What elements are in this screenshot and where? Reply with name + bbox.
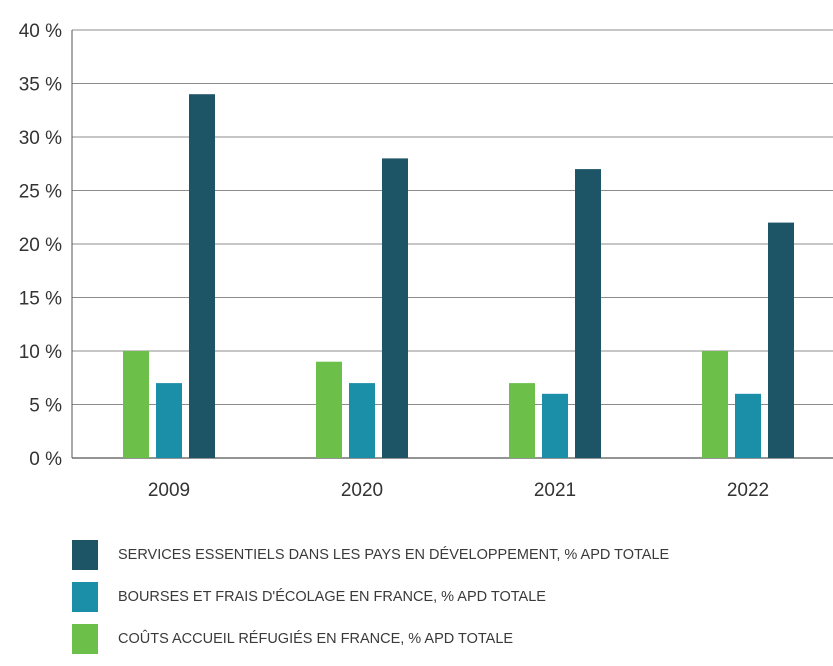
legend-label: SERVICES ESSENTIELS DANS LES PAYS EN DÉV… <box>118 547 670 563</box>
y-tick-label: 20 % <box>19 235 62 256</box>
x-tick-label: 2009 <box>148 480 190 501</box>
legend-item-bourses: BOURSES ET FRAIS D'ÉCOLAGE EN FRANCE, % … <box>72 582 669 612</box>
x-tick-label: 2021 <box>534 480 576 501</box>
legend-swatch <box>72 624 98 654</box>
legend-label: COÛTS ACCUEIL RÉFUGIÉS EN FRANCE, % APD … <box>118 631 514 647</box>
y-tick-label: 10 % <box>19 342 62 363</box>
bar <box>542 393 568 458</box>
bar <box>123 351 149 458</box>
bar <box>735 393 761 458</box>
bar <box>768 222 794 458</box>
y-tick-label: 30 % <box>19 128 62 149</box>
bar <box>189 94 215 458</box>
x-tick-label: 2022 <box>727 480 769 501</box>
y-tick-label: 0 % <box>29 449 62 470</box>
x-axis-tick-labels: 2009 2020 2021 2022 <box>148 480 769 501</box>
y-tick-label: 15 % <box>19 289 62 310</box>
legend-swatch <box>72 540 98 570</box>
bars <box>123 94 794 458</box>
legend-swatch <box>72 582 98 612</box>
x-tick-label: 2020 <box>341 480 383 501</box>
bar <box>575 169 601 458</box>
legend-label: BOURSES ET FRAIS D'ÉCOLAGE EN FRANCE, % … <box>118 589 546 605</box>
y-axis-tick-labels: 0 % 5 % 10 % 15 % 20 % 25 % 30 % 35 % 40 % <box>19 21 62 470</box>
bar <box>509 383 535 458</box>
y-tick-label: 5 % <box>29 396 62 417</box>
bar <box>702 351 728 458</box>
legend: SERVICES ESSENTIELS DANS LES PAYS EN DÉV… <box>72 540 669 666</box>
bar-chart: 0 %5 %10 %15 %20 %25 %30 %35 %40 % 2009 2… <box>19 21 833 501</box>
bar <box>316 361 342 458</box>
y-tick-label: 25 % <box>19 182 62 203</box>
bar <box>349 383 375 458</box>
legend-item-couts-accueil: COÛTS ACCUEIL RÉFUGIÉS EN FRANCE, % APD … <box>72 624 669 654</box>
bar <box>382 158 408 458</box>
y-tick-label: 40 % <box>19 21 62 42</box>
bar <box>156 383 182 458</box>
legend-item-services-essentiels: SERVICES ESSENTIELS DANS LES PAYS EN DÉV… <box>72 540 669 570</box>
y-tick-label: 35 % <box>19 75 62 96</box>
